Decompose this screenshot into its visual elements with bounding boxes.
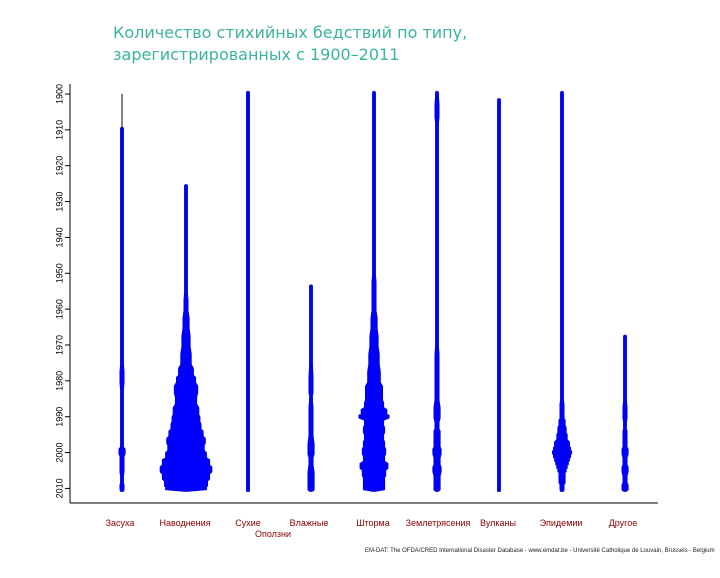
category-label: Наводнения [159,518,210,528]
category-label: Вулканы [480,518,516,528]
category-label: Засуха [106,518,135,528]
violin-shape [118,126,126,492]
violin-shape [621,334,629,492]
y-tick-label: 1980 [54,371,64,391]
y-tick-label: 1900 [54,84,64,104]
y-tick-label: 1950 [54,263,64,283]
y-tick-label: 1920 [54,156,64,176]
chart-title-line-1: Количество стихийных бедствий по типу, [113,23,468,42]
source-note: EM-DAT: The OFDA/CRED International Disa… [365,548,715,554]
category-label: Сухие [235,518,261,528]
y-tick-label: 1940 [54,227,64,247]
y-tick-label: 2010 [54,478,64,498]
violin-shape [246,90,250,492]
category-label: Шторма [356,518,389,528]
violin-shape [497,97,501,492]
y-tick-label: 2000 [54,443,64,463]
violin-shape [307,284,315,492]
violin-shape [358,90,390,492]
y-tick-label: 1910 [54,120,64,140]
chart-title-line-2: зарегистрированных с 1900–2011 [113,45,400,64]
violin-shape [432,90,442,492]
y-tick-label: 1930 [54,192,64,212]
category-label: Влажные [290,518,329,528]
category-label: Землетрясения [406,518,471,528]
y-tick-label: 1970 [54,335,64,355]
category-label: Эпидемии [540,518,583,528]
category-label: Другое [609,518,638,528]
violin-shape [552,90,573,492]
violin-shape [159,183,213,492]
category-label: Оползни [255,529,291,539]
y-tick-label: 1990 [54,407,64,427]
chart-title: Количество стихийных бедствий по типу, з… [113,22,467,66]
y-tick-label: 1960 [54,299,64,319]
